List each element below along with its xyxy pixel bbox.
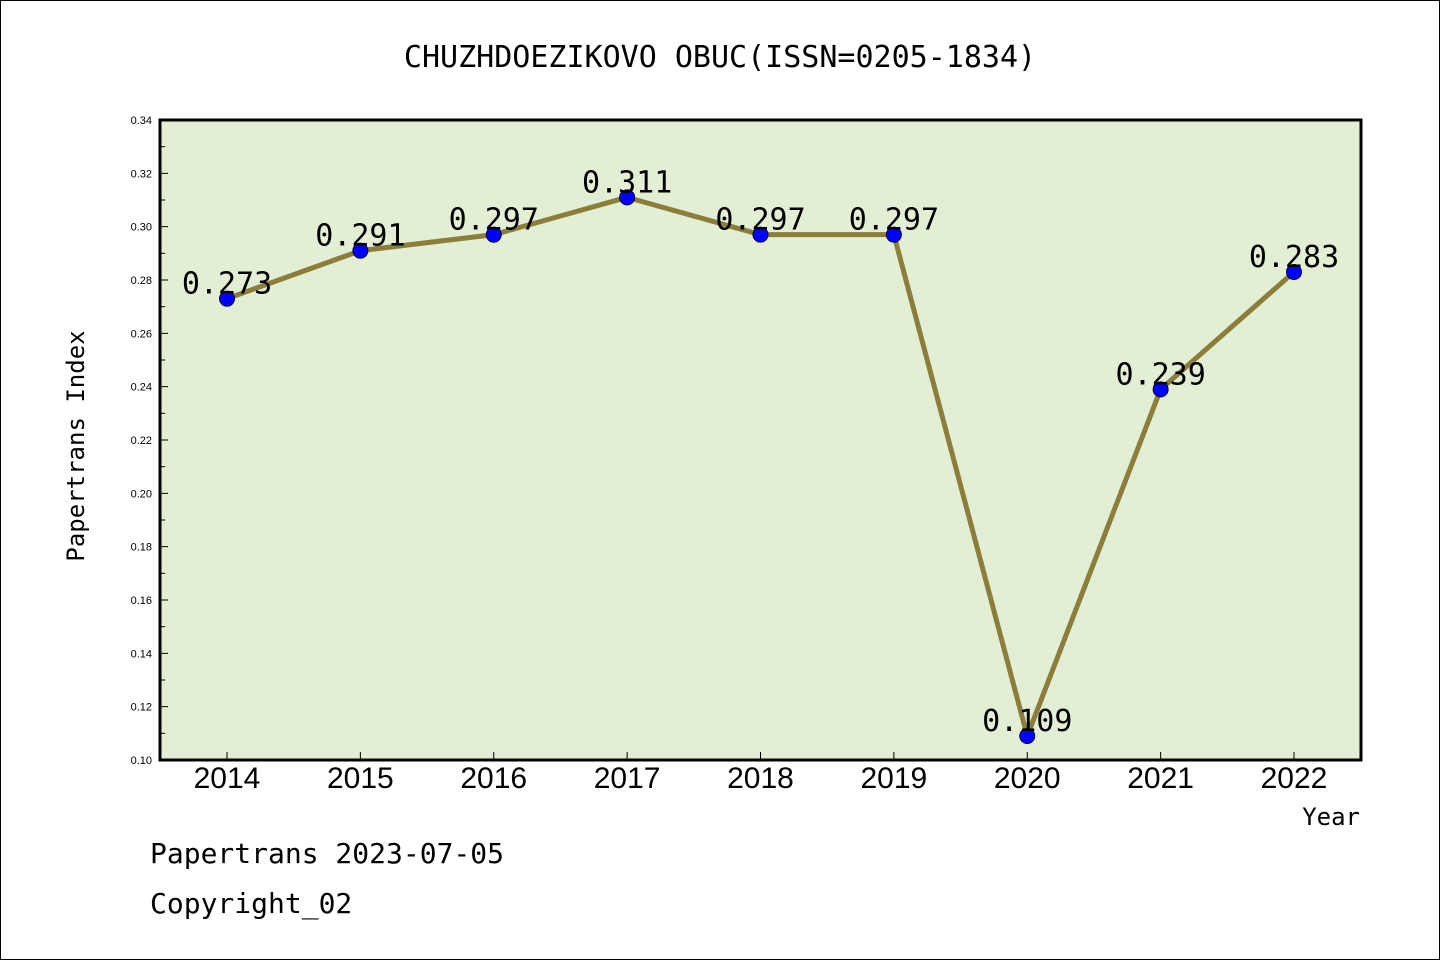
chart-title: CHUZHDOEZIKOVO OBUC(ISSN=0205-1834) <box>404 40 1036 75</box>
data-point <box>1152 381 1169 398</box>
data-label: 0.297 <box>715 203 805 238</box>
y-axis-label: Papertrans Index <box>62 330 90 561</box>
footer-date: Papertrans 2023-07-05 <box>150 837 504 870</box>
x-tick-label: 2020 <box>994 762 1061 795</box>
data-label: 0.109 <box>982 704 1072 739</box>
series-points <box>219 189 1302 744</box>
x-tick-label: 2022 <box>1261 762 1328 795</box>
y-tick-label: 0.18 <box>131 542 152 554</box>
data-label: 0.273 <box>182 267 272 302</box>
y-tick-label: 0.32 <box>131 168 152 180</box>
x-axis-label: Year <box>1302 803 1360 831</box>
data-label: 0.297 <box>449 203 539 238</box>
x-axis: 2014 2015 2016 2017 2018 2019 2020 2021 2022 <box>194 752 1328 795</box>
x-tick-label: 2018 <box>727 762 794 795</box>
y-tick-label: 0.20 <box>131 488 152 500</box>
x-tick-label: 2014 <box>194 762 261 795</box>
y-tick-label: 0.22 <box>131 435 152 447</box>
data-label: 0.311 <box>582 165 672 200</box>
x-tick-label: 2016 <box>460 762 527 795</box>
y-tick-label: 0.34 <box>131 115 152 127</box>
data-label: 0.283 <box>1249 240 1339 275</box>
y-tick-label: 0.26 <box>131 328 152 340</box>
data-label: 0.239 <box>1115 357 1205 392</box>
data-point <box>352 242 369 259</box>
data-labels: 0.273 0.291 0.297 0.311 0.297 0.297 0.109 0.239… <box>182 165 1339 739</box>
y-tick-label: 0.16 <box>131 595 152 607</box>
data-label: 0.291 <box>315 219 405 254</box>
data-point <box>619 189 636 206</box>
footer-copyright: Copyright_02 <box>150 887 352 921</box>
y-tick-label: 0.28 <box>131 275 152 287</box>
y-tick-label: 0.24 <box>131 382 152 394</box>
y-tick-label: 0.12 <box>131 702 152 714</box>
x-tick-label: 2015 <box>327 762 394 795</box>
y-tick-label: 0.30 <box>131 222 152 234</box>
data-point <box>1019 728 1036 744</box>
x-tick-label: 2017 <box>594 762 661 795</box>
y-tick-label: 0.10 <box>131 755 152 767</box>
data-point <box>219 290 235 307</box>
data-point <box>485 226 502 243</box>
y-axis: 0.10 0.12 0.14 0.16 0.18 0.20 0.22 0.24 0.26 0.28… <box>131 115 168 767</box>
data-point <box>1286 264 1302 280</box>
y-tick-label: 0.14 <box>131 648 152 660</box>
x-tick-label: 2021 <box>1127 762 1194 795</box>
data-point <box>752 226 769 243</box>
data-label: 0.297 <box>849 203 939 238</box>
x-tick-label: 2019 <box>861 762 928 795</box>
data-point <box>885 226 902 243</box>
